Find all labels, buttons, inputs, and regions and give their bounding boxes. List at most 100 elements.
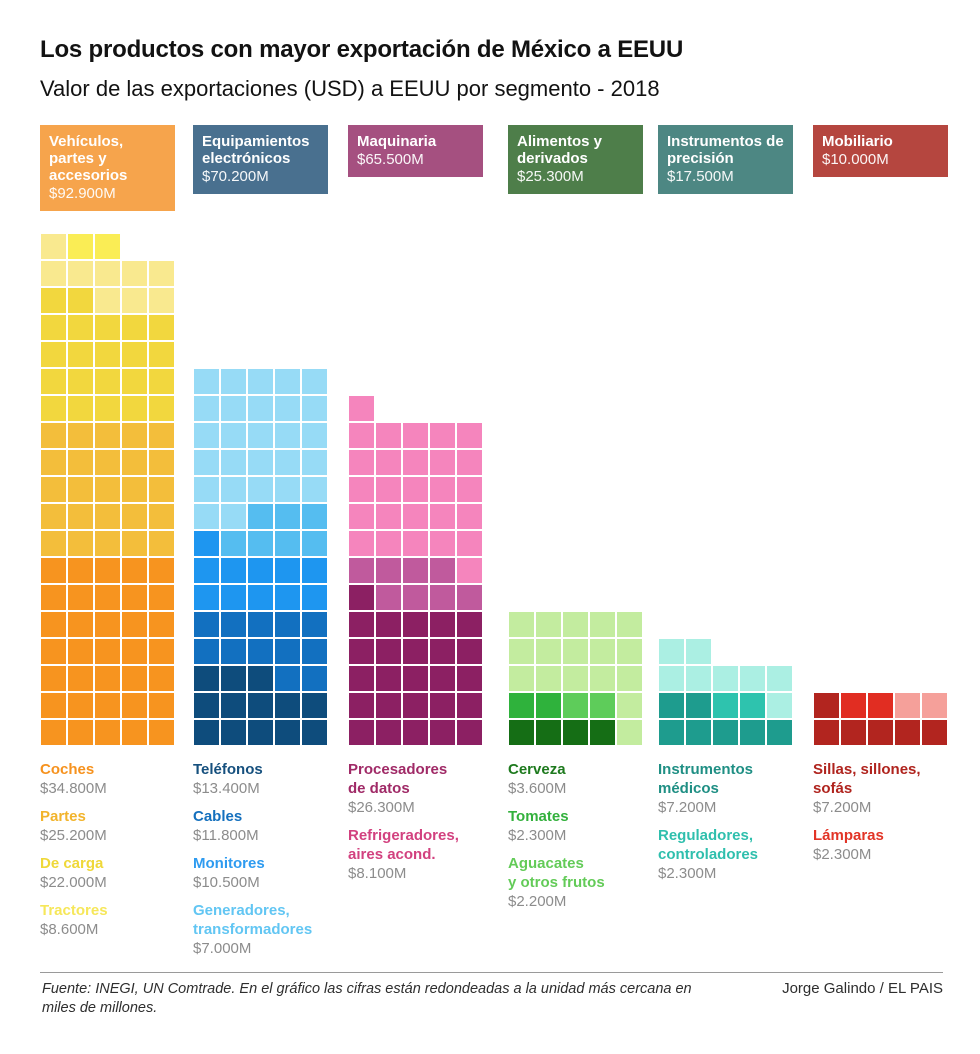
waffle-cell bbox=[429, 638, 456, 665]
waffle-cell bbox=[813, 692, 840, 719]
waffle-cell bbox=[193, 368, 220, 395]
waffle-cell bbox=[247, 719, 274, 746]
segment-labels: Instrumentos médicos $7.200M Reguladores, … bbox=[658, 760, 804, 892]
waffle-cell bbox=[94, 422, 121, 449]
waffle-cell bbox=[247, 530, 274, 557]
waffle-cell bbox=[67, 368, 94, 395]
waffle-cell bbox=[220, 557, 247, 584]
waffle-cell bbox=[94, 260, 121, 287]
waffle-cell bbox=[301, 476, 328, 503]
waffle-cell bbox=[301, 449, 328, 476]
category-total: $17.500M bbox=[667, 168, 734, 185]
waffle-cell bbox=[766, 692, 793, 719]
segment-value: $2.300M bbox=[813, 846, 872, 863]
waffle-cell bbox=[616, 611, 643, 638]
segment-name: Refrigeradores, aires acond. bbox=[348, 827, 459, 863]
segment-name: Procesadores de datos bbox=[348, 761, 448, 797]
waffle-grid bbox=[40, 233, 175, 746]
waffle-cell bbox=[685, 719, 712, 746]
waffle-cell bbox=[67, 719, 94, 746]
waffle-cell bbox=[535, 611, 562, 638]
segment-label-entry: Lámparas $2.300M bbox=[813, 826, 959, 864]
waffle-cell bbox=[274, 395, 301, 422]
waffle-cell bbox=[220, 422, 247, 449]
waffle-cell bbox=[67, 503, 94, 530]
waffle-cell bbox=[402, 611, 429, 638]
segment-label-entry: Tomates $2.300M bbox=[508, 807, 654, 845]
segment-name: Partes bbox=[40, 808, 86, 825]
waffle-cell bbox=[148, 368, 175, 395]
waffle-cell bbox=[67, 665, 94, 692]
segment-value: $3.600M bbox=[508, 780, 567, 797]
segment-value: $11.800M bbox=[193, 827, 259, 844]
waffle-cell bbox=[813, 719, 840, 746]
waffle-cell bbox=[247, 422, 274, 449]
waffle-cell bbox=[94, 530, 121, 557]
segment-value: $13.400M bbox=[193, 780, 260, 797]
segment-label-entry: Teléfonos $13.400M bbox=[193, 760, 339, 798]
waffle-cell bbox=[247, 692, 274, 719]
segment-name: Monitores bbox=[193, 855, 265, 872]
waffle-cell bbox=[658, 692, 685, 719]
waffle-cell bbox=[429, 611, 456, 638]
waffle-cell bbox=[456, 557, 483, 584]
waffle-cell bbox=[148, 584, 175, 611]
waffle-cell bbox=[220, 719, 247, 746]
segment-name: Aguacates y otros frutos bbox=[508, 855, 605, 891]
waffle-cell bbox=[40, 719, 67, 746]
waffle-cell bbox=[94, 611, 121, 638]
waffle-cell bbox=[840, 692, 867, 719]
waffle-cell bbox=[148, 314, 175, 341]
waffle-cell bbox=[67, 287, 94, 314]
category-name: Alimentos y derivados bbox=[517, 133, 603, 167]
waffle-cell bbox=[220, 449, 247, 476]
segment-labels: Procesadores de datos $26.300M Refrigerado… bbox=[348, 760, 494, 892]
waffle-cell bbox=[67, 341, 94, 368]
waffle-grid bbox=[348, 395, 483, 746]
author-credit: Jorge Galindo / EL PAIS bbox=[782, 980, 943, 997]
waffle-cell bbox=[867, 719, 894, 746]
waffle-cell bbox=[148, 611, 175, 638]
waffle-cell bbox=[562, 638, 589, 665]
waffle-cell bbox=[67, 584, 94, 611]
waffle-cell bbox=[121, 692, 148, 719]
waffle-cell bbox=[562, 611, 589, 638]
waffle-cell bbox=[456, 719, 483, 746]
waffle-cell bbox=[121, 530, 148, 557]
segment-value: $7.200M bbox=[813, 799, 872, 816]
waffle-cell bbox=[94, 233, 121, 260]
waffle-cell bbox=[148, 476, 175, 503]
waffle-cell bbox=[402, 422, 429, 449]
waffle-cell bbox=[429, 557, 456, 584]
waffle-cell bbox=[193, 530, 220, 557]
segment-value: $8.600M bbox=[40, 921, 99, 938]
waffle-cell bbox=[40, 287, 67, 314]
waffle-cell bbox=[148, 692, 175, 719]
waffle-cell bbox=[739, 665, 766, 692]
waffle-cell bbox=[375, 530, 402, 557]
waffle-cell bbox=[94, 368, 121, 395]
waffle-cell bbox=[40, 449, 67, 476]
waffle-cell bbox=[193, 557, 220, 584]
waffle-cell bbox=[712, 665, 739, 692]
waffle-cell bbox=[739, 719, 766, 746]
waffle-cell bbox=[429, 530, 456, 557]
waffle-cell bbox=[348, 719, 375, 746]
segment-labels: Cerveza $3.600M Tomates $2.300M Aguacates y … bbox=[508, 760, 654, 920]
waffle-cell bbox=[148, 530, 175, 557]
waffle-cell bbox=[375, 557, 402, 584]
waffle-cell bbox=[402, 719, 429, 746]
category-header: Equipamientos electrónicos $70.200M bbox=[193, 125, 328, 194]
waffle-cell bbox=[685, 692, 712, 719]
waffle-cell bbox=[429, 719, 456, 746]
waffle-cell bbox=[67, 692, 94, 719]
waffle-cell bbox=[616, 665, 643, 692]
category-total: $25.300M bbox=[517, 168, 584, 185]
waffle-cell bbox=[121, 476, 148, 503]
segment-label-entry: Monitores $10.500M bbox=[193, 854, 339, 892]
waffle-cell bbox=[456, 692, 483, 719]
waffle-cell bbox=[148, 638, 175, 665]
segment-label-entry: Cables $11.800M bbox=[193, 807, 339, 845]
waffle-cell bbox=[148, 395, 175, 422]
